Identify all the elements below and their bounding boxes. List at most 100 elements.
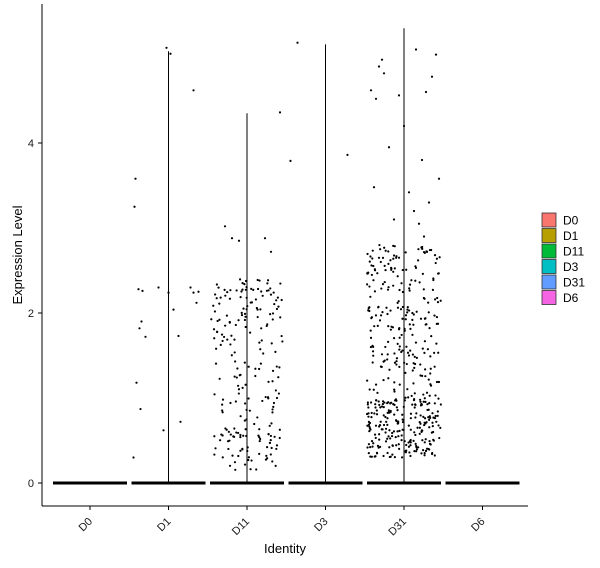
- point-d11: [266, 279, 270, 282]
- point-d11: [280, 334, 283, 338]
- point-d11: [243, 402, 247, 405]
- point-d11: [275, 307, 279, 311]
- point-d31: [392, 218, 396, 221]
- point-d31: [380, 353, 384, 356]
- point-d31: [423, 251, 426, 255]
- point-d31: [367, 452, 370, 455]
- point-d11: [221, 339, 224, 343]
- point-d11: [266, 282, 269, 285]
- point-d31: [394, 398, 398, 401]
- point-d1: [135, 381, 138, 384]
- point-d31: [398, 345, 401, 348]
- point-d31: [419, 404, 423, 407]
- point-d31: [401, 290, 404, 294]
- point-d31: [438, 436, 441, 440]
- point-d31: [387, 435, 390, 438]
- point-d31: [424, 400, 427, 403]
- point-d31: [384, 440, 388, 443]
- point-d31: [407, 445, 411, 448]
- point-d31: [370, 411, 373, 415]
- point-d31: [378, 243, 381, 247]
- point-d31: [427, 418, 431, 421]
- point-d31: [428, 248, 432, 252]
- point-d1: [189, 286, 192, 289]
- point-d31: [437, 177, 441, 180]
- point-d31: [384, 269, 387, 272]
- x-tick-label: D0: [77, 516, 95, 534]
- point-d31: [392, 244, 395, 247]
- point-d31: [370, 440, 374, 443]
- point-d31: [424, 323, 427, 326]
- point-d31: [401, 305, 404, 309]
- point-d31: [366, 403, 369, 406]
- point-d31: [424, 438, 427, 441]
- point-d31: [376, 272, 379, 275]
- point-d31: [412, 439, 415, 442]
- point-d31: [420, 452, 423, 455]
- point-d31: [393, 403, 396, 406]
- point-d11: [255, 468, 258, 471]
- point-d1: [157, 286, 160, 289]
- point-d31: [388, 368, 391, 371]
- point-d31: [393, 390, 396, 393]
- point-d31: [369, 446, 372, 449]
- zero-band-d6: [445, 481, 520, 485]
- point-d11: [224, 294, 227, 297]
- point-d31: [406, 308, 409, 311]
- point-d31: [423, 297, 426, 300]
- point-d11: [229, 433, 232, 436]
- point-d11: [260, 290, 263, 293]
- point-d31: [371, 350, 375, 353]
- point-d11: [271, 312, 275, 315]
- point-d11: [254, 298, 257, 301]
- point-d31: [407, 424, 410, 427]
- point-d11: [226, 440, 230, 443]
- point-d31: [383, 280, 386, 284]
- legend-swatch-d11: [541, 243, 557, 259]
- point-d31: [423, 340, 427, 343]
- point-d11: [258, 452, 261, 455]
- point-d31: [419, 363, 422, 366]
- point-d11: [258, 428, 261, 431]
- point-d31: [417, 222, 421, 225]
- point-d31: [413, 431, 416, 434]
- point-d31: [386, 451, 389, 455]
- point-d31: [423, 421, 426, 424]
- point-d31: [432, 430, 435, 434]
- point-d31: [405, 443, 408, 447]
- point-d31: [387, 409, 390, 412]
- point-d31: [434, 261, 437, 265]
- point-d11: [223, 288, 226, 291]
- point-d31: [372, 442, 375, 445]
- point-d31: [372, 354, 375, 357]
- point-d31: [421, 245, 424, 249]
- point-d11: [212, 328, 216, 331]
- point-d31: [387, 262, 390, 265]
- point-d1: [134, 177, 137, 180]
- point-d1: [192, 89, 195, 92]
- point-d31: [393, 381, 396, 384]
- point-d31: [423, 454, 426, 457]
- point-d11: [259, 362, 262, 365]
- point-d31: [374, 403, 377, 406]
- point-d31: [386, 288, 390, 291]
- point-d31: [380, 287, 383, 290]
- point-d31: [371, 257, 374, 260]
- point-d31: [398, 288, 401, 292]
- point-d11: [268, 441, 272, 444]
- point-d11: [237, 454, 240, 458]
- point-d1: [141, 289, 144, 292]
- point-d31: [397, 443, 400, 446]
- legend-label-d31: D31: [563, 276, 585, 290]
- point-d31: [427, 201, 431, 204]
- point-d31: [437, 272, 440, 275]
- point-d31: [419, 422, 422, 425]
- point-d11: [254, 367, 257, 370]
- point-d31: [414, 279, 417, 282]
- point-d31: [414, 433, 417, 437]
- point-d31: [406, 306, 409, 309]
- point-d31: [393, 456, 396, 459]
- point-d11: [213, 337, 216, 340]
- point-d31: [369, 428, 372, 431]
- point-d31: [409, 349, 412, 352]
